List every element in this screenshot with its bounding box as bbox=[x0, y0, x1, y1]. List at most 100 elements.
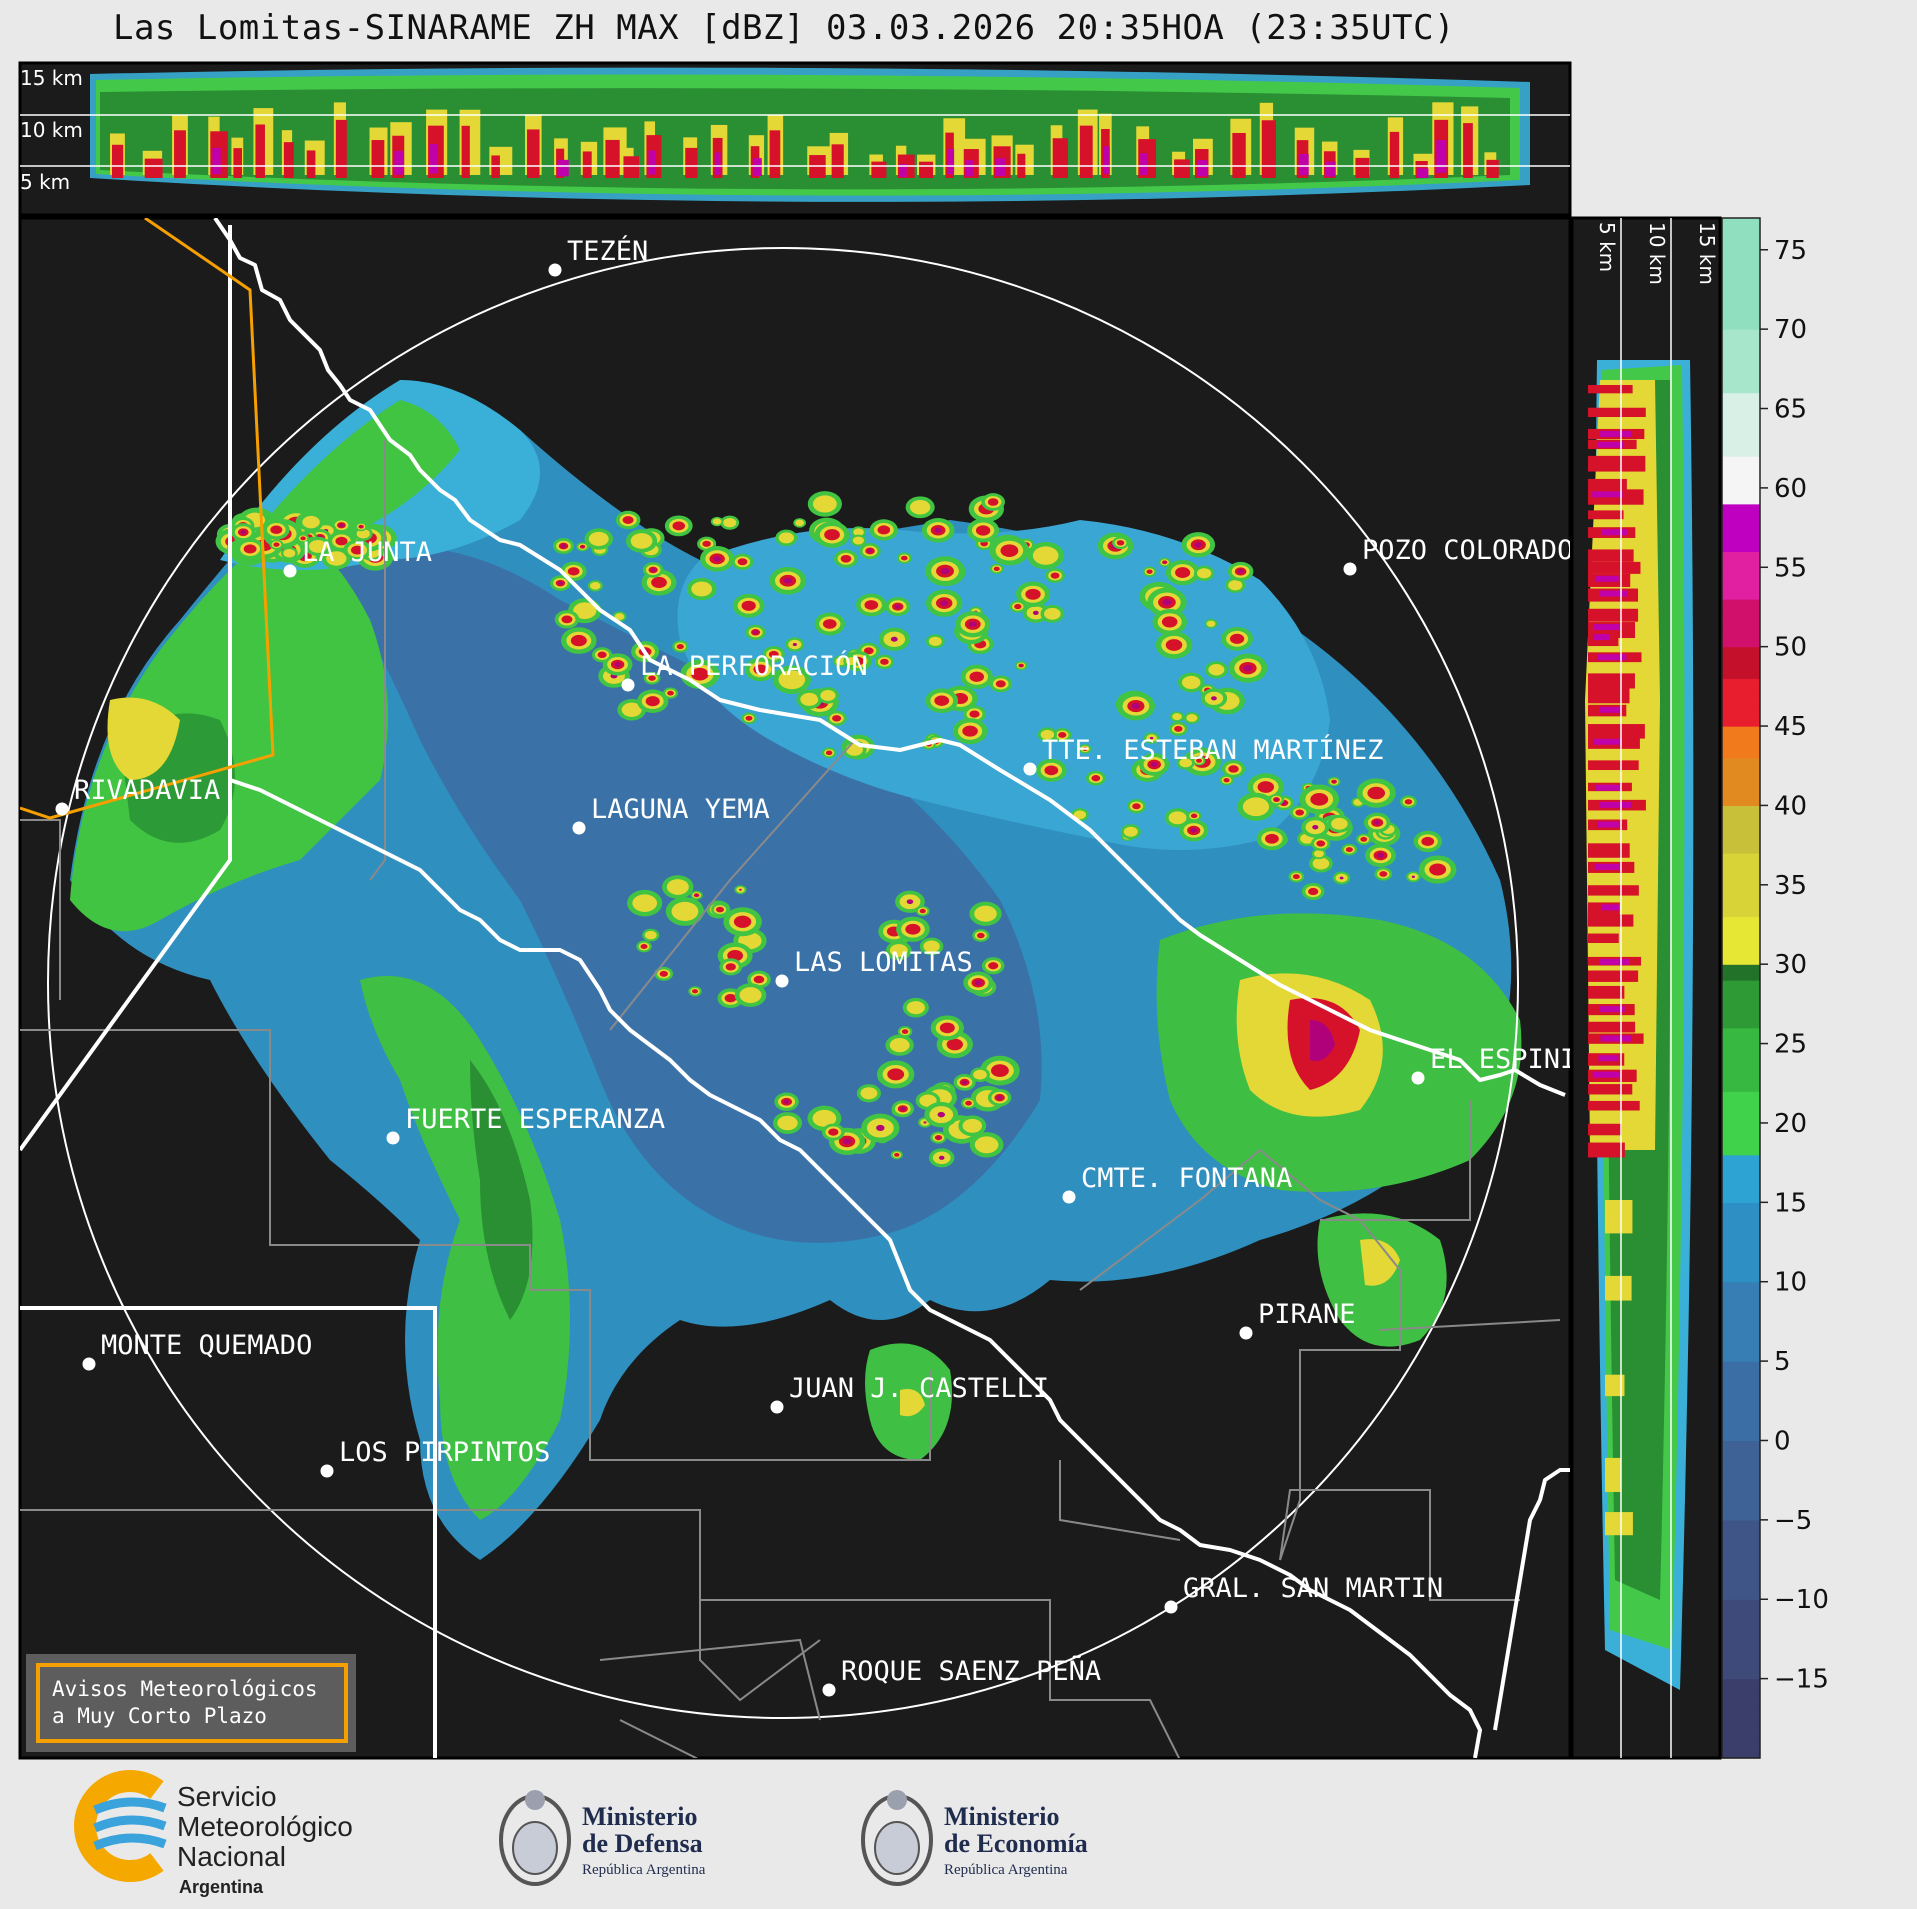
colorbar-block bbox=[1722, 1726, 1760, 1743]
place-label: GRAL. SAN MARTIN bbox=[1183, 1573, 1443, 1604]
colorbar-tick-label: 60 bbox=[1774, 474, 1807, 504]
colorbar-block bbox=[1722, 980, 1760, 997]
place-label: FUERTE ESPERANZA bbox=[405, 1104, 665, 1135]
place-label: LAS LOMITAS bbox=[794, 947, 973, 978]
top-label-10km: 10 km bbox=[20, 118, 83, 142]
echo-cell bbox=[1374, 820, 1381, 825]
colorbar-block bbox=[1722, 1329, 1760, 1346]
colorbar-block bbox=[1722, 1678, 1760, 1696]
echo-cell bbox=[1175, 567, 1191, 578]
colorbar-block bbox=[1722, 487, 1760, 505]
place-label: ROQUE SAENZ PEÑA bbox=[841, 1655, 1101, 1687]
side-echo-magenta bbox=[1599, 1006, 1625, 1013]
echo-cell bbox=[936, 1136, 941, 1139]
place-dot bbox=[55, 802, 69, 816]
side-echo-red bbox=[1588, 1142, 1625, 1158]
echo-cell bbox=[1295, 809, 1305, 816]
colorbar-block bbox=[1722, 1170, 1760, 1188]
echo-cell bbox=[1131, 703, 1141, 710]
echo-cell bbox=[597, 651, 607, 659]
echo-cell bbox=[938, 1155, 945, 1160]
echo-cell bbox=[825, 750, 833, 756]
echo-cell bbox=[993, 566, 1000, 571]
colorbar-block bbox=[1722, 1710, 1760, 1727]
echo-cell bbox=[712, 518, 722, 525]
top-echo-red bbox=[1486, 159, 1499, 178]
colorbar-block bbox=[1722, 1662, 1760, 1680]
echo-cell bbox=[713, 556, 721, 562]
top-label-5km: 5 km bbox=[20, 170, 70, 194]
echo-cell bbox=[1050, 572, 1060, 579]
colorbar-block bbox=[1722, 1694, 1760, 1711]
top-echo-red bbox=[306, 150, 316, 178]
echo-cell bbox=[906, 1001, 925, 1015]
warning-box-line1[interactable]: Avisos Meteorológicos bbox=[52, 1677, 318, 1701]
side-echo-red bbox=[1588, 549, 1634, 562]
echo-cell bbox=[753, 975, 765, 984]
echo-cell bbox=[691, 989, 699, 994]
place-label: RIVADAVIA bbox=[74, 775, 220, 806]
top-echo-red bbox=[1261, 120, 1276, 178]
colorbar-block bbox=[1722, 614, 1760, 632]
place-dot bbox=[822, 1683, 836, 1697]
top-echo-red bbox=[233, 148, 242, 178]
colorbar-block bbox=[1722, 535, 1760, 553]
top-echo-magenta bbox=[1325, 161, 1336, 177]
economia-line2: de Economía bbox=[944, 1829, 1088, 1858]
colorbar-block bbox=[1722, 519, 1760, 537]
side-echo-red bbox=[1588, 455, 1646, 472]
colorbar-block bbox=[1722, 1456, 1760, 1473]
colorbar-block bbox=[1722, 281, 1760, 298]
top-echo-red bbox=[1355, 157, 1370, 178]
colorbar-block bbox=[1722, 456, 1760, 473]
colorbar-block bbox=[1722, 313, 1760, 330]
defensa-line3: República Argentina bbox=[582, 1862, 706, 1878]
echo-cell bbox=[737, 558, 748, 566]
side-echo-red bbox=[1588, 1021, 1636, 1033]
top-echo-red bbox=[371, 140, 385, 178]
place-dot bbox=[1023, 762, 1037, 776]
echo-cell bbox=[890, 636, 898, 642]
echo-cell bbox=[614, 662, 621, 667]
side-echo-red bbox=[1588, 1123, 1622, 1136]
echo-cell bbox=[1162, 599, 1172, 606]
side-echo-magenta bbox=[1594, 863, 1621, 870]
echo-cell bbox=[900, 555, 908, 561]
echo-cell bbox=[640, 943, 648, 949]
echo-cell bbox=[1044, 607, 1061, 620]
echo-cell bbox=[962, 1080, 968, 1085]
colorbar-block bbox=[1722, 360, 1760, 378]
echo-cell bbox=[1265, 833, 1279, 844]
echo-cell bbox=[832, 715, 842, 722]
side-echo-magenta bbox=[1599, 958, 1629, 965]
side-echo-red bbox=[1588, 760, 1639, 771]
economia-logo-text: Ministerio de Economía República Argenti… bbox=[944, 1803, 1088, 1884]
echo-cell bbox=[968, 621, 977, 628]
echo-cell bbox=[283, 548, 296, 558]
echo-cell bbox=[326, 551, 347, 566]
warning-box-border[interactable] bbox=[36, 1663, 348, 1743]
colorbar-block bbox=[1722, 551, 1760, 568]
side-label-15km: 15 km bbox=[1695, 222, 1719, 285]
echo-cell bbox=[1163, 561, 1167, 564]
echo-cell bbox=[715, 906, 724, 913]
colorbar-block bbox=[1722, 233, 1760, 251]
side-echo-yellow bbox=[1605, 1512, 1633, 1536]
top-echo-magenta bbox=[947, 148, 955, 175]
place-dot bbox=[770, 1400, 784, 1414]
colorbar-block bbox=[1722, 821, 1760, 838]
echo-cell bbox=[725, 963, 736, 971]
echo-cell bbox=[695, 894, 698, 897]
echo-cell bbox=[1208, 664, 1225, 676]
economia-seal bbox=[861, 1790, 933, 1886]
echo-cell bbox=[1312, 857, 1330, 870]
echo-cell bbox=[843, 1138, 852, 1145]
colorbar-block bbox=[1722, 1154, 1760, 1172]
echo-cell bbox=[1206, 620, 1216, 627]
side-echo-yellow bbox=[1605, 1275, 1632, 1301]
colorbar-block bbox=[1722, 1408, 1760, 1426]
warning-box-line2[interactable]: a Muy Corto Plazo bbox=[52, 1704, 267, 1728]
echo-cell bbox=[812, 1109, 837, 1127]
colorbar-block bbox=[1722, 1075, 1760, 1092]
colorbar-block bbox=[1722, 1043, 1760, 1061]
